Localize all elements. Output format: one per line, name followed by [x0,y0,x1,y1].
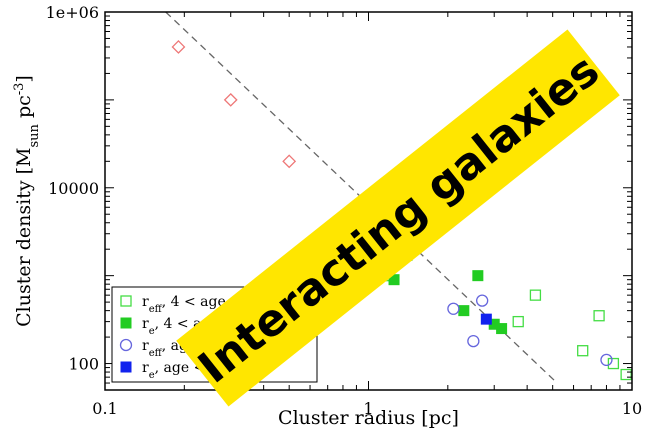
data-point-series-1 [496,323,508,335]
x-tick-label: 0.1 [92,399,117,418]
annotation-banner-background [176,29,620,407]
data-point-series-2 [467,334,480,348]
data-point-series-1 [458,305,470,317]
data-point-series-0 [620,368,632,381]
y-tick-label: 1e+06 [46,3,99,22]
y-axis-label-part: -3 [12,83,27,96]
data-point-series-3 [480,313,492,325]
data-point-series-0 [593,310,605,322]
x-tick-label: 1 [363,399,373,418]
legend-entry-symbol: r [142,316,149,332]
legend-entry-subscript: e [149,370,155,381]
legend-entry-symbol: r [142,338,149,354]
y-axis-label-part: Cluster density [M [13,148,35,327]
y-axis-label-part: sun [27,123,42,147]
legend-marker-3 [120,361,132,373]
y-axis-label: Cluster density [Msun pc-3] [12,75,42,327]
legend-entry-subscript: e [149,326,155,337]
legend-marker-2 [119,338,133,352]
data-point-series-2 [600,353,613,367]
y-axis-label-part: ] [13,75,35,82]
data-point-series-2 [447,302,460,315]
data-point-series-2 [476,294,489,307]
y-tick-label: 10000 [48,179,99,198]
legend-entry-symbol: r [142,360,149,376]
data-point-series-0 [529,289,542,301]
data-point-series-0 [512,315,524,328]
x-tick-label: 10 [622,399,642,418]
data-point-series-1 [472,270,484,282]
y-tick-label: 100 [68,355,99,374]
data-point-series-4 [282,154,297,169]
legend-entry-symbol: r [142,294,149,310]
legend-entry-subscript: eff [149,348,163,359]
annotation-banner-text: Interacting galaxies [189,45,609,394]
legend-entry-subscript: eff [149,304,163,315]
y-axis-label-part: pc [13,95,35,124]
legend-marker-0 [120,295,132,307]
x-axis-label: Cluster radius [pc] [278,407,459,429]
data-point-series-4 [171,40,186,54]
data-point-series-4 [223,92,238,107]
legend-marker-1 [120,317,132,329]
data-point-series-0 [577,345,589,357]
data-point-series-0 [607,357,620,370]
annotation-banner: Interacting galaxies [176,29,620,407]
